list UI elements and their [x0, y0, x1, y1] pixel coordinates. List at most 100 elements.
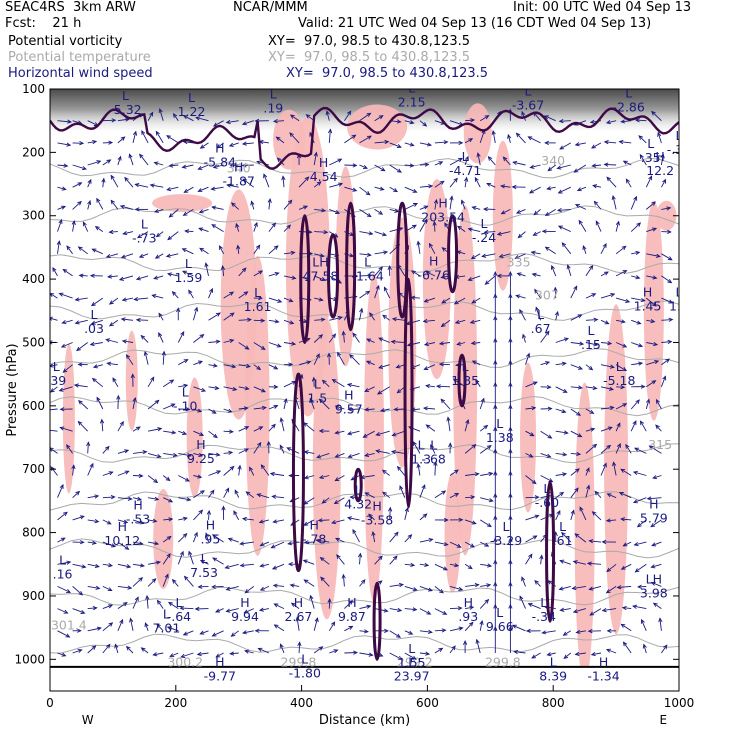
wind-arrowhead	[484, 115, 490, 120]
wind-vector	[600, 342, 612, 345]
wind-arrowhead	[633, 542, 639, 547]
wind-arrowhead	[413, 203, 419, 207]
wind-arrowhead	[273, 624, 279, 629]
wind-vector	[117, 136, 125, 144]
wind-vector	[117, 470, 129, 476]
wind-vector	[132, 577, 143, 587]
wind-arrowhead	[508, 559, 513, 565]
extremum-marker: L	[481, 216, 488, 231]
wind-arrowhead	[107, 274, 113, 279]
wind-arrowhead	[371, 530, 376, 536]
wind-vector	[348, 452, 360, 458]
wind-vector	[282, 176, 285, 188]
wind-arrowhead	[166, 272, 173, 277]
wind-vector	[600, 293, 615, 299]
wind-vector	[449, 158, 463, 166]
wind-arrowhead	[271, 494, 277, 499]
wind-vector	[530, 164, 541, 169]
wind-arrowhead	[260, 318, 266, 323]
wind-arrowhead	[121, 297, 127, 302]
wind-vector	[348, 408, 360, 411]
wind-vector	[117, 519, 128, 524]
extremum-marker: L	[314, 376, 321, 391]
wind-arrowhead	[362, 164, 368, 169]
wind-vector	[374, 266, 383, 277]
wind-arrowhead	[416, 462, 421, 469]
wind-vector	[419, 185, 433, 188]
wind-arrowhead	[491, 129, 496, 135]
extremum-value: -1.80	[289, 665, 321, 680]
wind-arrowhead	[347, 407, 353, 412]
extremum-value: 1.22	[178, 104, 206, 119]
wind-arrowhead	[378, 652, 384, 657]
wind-vector	[638, 135, 647, 144]
wind-vector	[558, 186, 571, 194]
wind-arrowhead	[89, 273, 95, 278]
wind-vector	[419, 608, 431, 615]
wind-arrowhead	[241, 121, 247, 126]
wind-vector	[449, 645, 456, 654]
wind-vector	[233, 510, 240, 521]
wind-arrowhead	[220, 265, 226, 271]
wind-vector	[472, 206, 481, 210]
wind-arrowhead	[366, 604, 372, 609]
wind-vector	[472, 360, 481, 366]
wind-arrowhead	[244, 649, 250, 654]
wind-vector	[188, 290, 194, 299]
wind-vector	[555, 362, 566, 366]
wind-vector	[589, 608, 602, 616]
wind-arrowhead	[171, 291, 177, 296]
wind-arrowhead	[425, 651, 431, 656]
wind-arrowhead	[211, 584, 216, 589]
extremum-value: 2.15	[398, 94, 426, 109]
wind-vector	[172, 291, 179, 299]
wind-vector	[525, 452, 533, 458]
wind-arrowhead	[651, 380, 657, 385]
wind-arrowhead	[367, 273, 373, 278]
wind-arrowhead	[105, 445, 110, 451]
wind-arrowhead	[197, 584, 203, 589]
wind-arrowhead	[471, 360, 477, 365]
wind-arrowhead	[119, 204, 125, 209]
wind-arrowhead	[656, 398, 660, 404]
wind-vector	[389, 555, 398, 565]
wind-arrowhead	[229, 465, 235, 471]
wind-arrowhead	[366, 252, 372, 257]
wind-arrowhead	[622, 367, 628, 372]
wind-arrowhead	[493, 271, 498, 276]
wind-arrowhead	[78, 399, 83, 405]
wind-vector	[633, 497, 647, 503]
wind-arrowhead	[91, 377, 97, 383]
wind-vector	[525, 554, 533, 565]
wind-vector	[168, 602, 179, 609]
west-label: W	[82, 713, 94, 727]
wind-vector	[117, 541, 129, 550]
wind-vector	[166, 135, 179, 144]
wind-vector	[660, 376, 666, 387]
wind-vector	[657, 132, 662, 144]
wind-arrowhead	[309, 594, 314, 600]
wind-vector	[551, 265, 557, 277]
wind-arrowhead	[116, 394, 121, 400]
wind-arrowhead	[302, 559, 308, 564]
wind-vector	[57, 608, 68, 614]
wind-arrowhead	[620, 119, 626, 124]
wind-arrowhead	[493, 515, 498, 520]
wind-arrowhead	[352, 163, 358, 168]
wind-arrowhead	[574, 487, 579, 493]
wind-arrowhead	[150, 376, 155, 382]
wind-arrowhead	[108, 229, 114, 235]
wind-vector	[114, 644, 119, 654]
wind-vector	[479, 129, 485, 144]
wind-arrowhead	[454, 469, 459, 474]
wind-vector	[226, 120, 239, 124]
wind-vector	[223, 466, 234, 476]
extremum-value: 1.59	[174, 270, 202, 285]
wind-arrowhead	[134, 596, 139, 602]
wind-arrowhead	[151, 578, 157, 583]
wind-arrowhead	[272, 519, 278, 524]
wind-vector	[619, 141, 632, 144]
wind-arrowhead	[232, 386, 238, 391]
wind-vector	[646, 227, 657, 233]
wind-arrowhead	[149, 111, 154, 117]
